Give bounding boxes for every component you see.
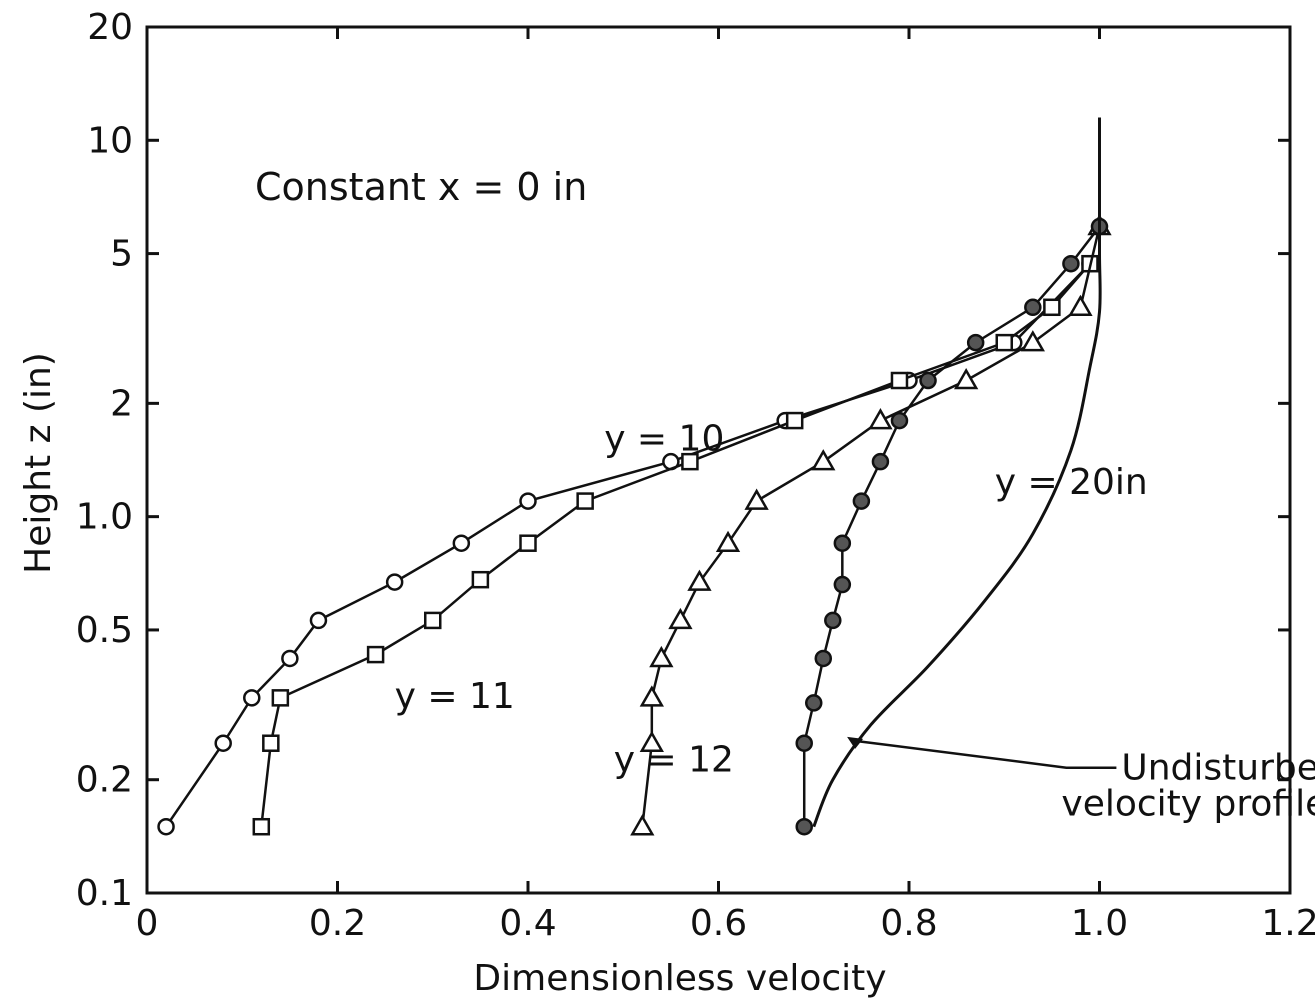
- y-tick-label: 0.1: [76, 873, 133, 914]
- y-tick-label: 2: [110, 383, 133, 424]
- x-tick-label: 0.8: [880, 903, 937, 944]
- y-tick-label: 0.5: [76, 610, 133, 651]
- data-point-triangle: [639, 730, 664, 752]
- data-point-triangle: [687, 569, 712, 591]
- data-point-triangle: [649, 645, 674, 668]
- data-point-square: [252, 817, 271, 836]
- data-point-filled-circle: [1062, 254, 1080, 273]
- series-group: [157, 117, 1112, 836]
- series-label: y = 20in: [995, 462, 1148, 503]
- tick-labels: 0 0.2 0.4 0.6 0.8 1.0 1.2 0.1 0.2 0.5 1.0 2 5 10 20: [76, 7, 1315, 944]
- callout-text: Undisturbed: [1121, 748, 1315, 789]
- data-point-triangle: [953, 367, 979, 390]
- y-tick-label: 10: [87, 120, 133, 161]
- callout-arrowhead: [847, 736, 864, 749]
- data-point-triangle: [811, 449, 836, 471]
- series-label: y = 12: [614, 740, 734, 781]
- data-point-square: [519, 534, 537, 552]
- data-point-square: [995, 333, 1013, 352]
- data-point-triangle: [1020, 330, 1045, 352]
- x-tick-label: 0.2: [309, 903, 366, 944]
- series-reference-curve: [812, 117, 1102, 828]
- data-point-circle: [157, 817, 175, 836]
- data-point-circle: [519, 492, 537, 510]
- data-point-square: [271, 689, 290, 707]
- data-point-filled-circle: [795, 817, 813, 836]
- data-point-filled-circle: [814, 649, 833, 668]
- data-point-square: [424, 611, 442, 630]
- y-tick-label: 20: [87, 7, 133, 48]
- data-point-triangle: [668, 607, 693, 630]
- data-point-square: [1043, 298, 1061, 317]
- data-point-square: [681, 452, 699, 471]
- series-line: [641, 226, 1101, 827]
- data-point-circle: [309, 611, 328, 630]
- data-point-triangle: [1068, 294, 1093, 317]
- series-line: [260, 262, 1091, 827]
- x-tick-label: 0.4: [499, 903, 556, 944]
- data-point-filled-circle: [1024, 298, 1042, 317]
- y-tick-label: 1.0: [76, 497, 133, 538]
- data-point-square: [576, 492, 594, 510]
- data-point-circle: [452, 534, 471, 552]
- y-axis-title: Height z (in): [18, 352, 59, 574]
- data-point-filled-circle: [824, 611, 842, 630]
- data-point-filled-circle: [919, 371, 937, 390]
- data-point-filled-circle: [852, 492, 871, 510]
- y-tick-label: 5: [110, 234, 133, 275]
- callout-text: velocity profile: [1061, 784, 1315, 825]
- data-point-circle: [214, 734, 232, 752]
- data-point-filled-circle: [966, 333, 985, 352]
- series-label: y = 11: [395, 676, 515, 717]
- data-point-filled-circle: [795, 734, 813, 752]
- data-point-circle: [385, 573, 404, 591]
- series-triangle: [630, 214, 1112, 836]
- x-axis-title: Dimensionless velocity: [473, 958, 886, 999]
- x-tick-label: 0: [136, 903, 159, 944]
- data-point-filled-circle: [833, 534, 852, 552]
- data-point-circle: [243, 689, 261, 707]
- data-point-square: [890, 371, 909, 390]
- data-point-square: [366, 645, 385, 664]
- data-point-triangle: [744, 488, 769, 510]
- data-point-triangle: [639, 685, 664, 707]
- data-point-square: [262, 734, 280, 752]
- series-label: y = 10: [604, 418, 724, 459]
- data-point-filled-circle: [833, 575, 852, 594]
- x-tick-label: 1.2: [1261, 903, 1315, 944]
- data-point-square: [471, 570, 490, 589]
- x-tick-label: 1.0: [1071, 903, 1128, 944]
- series-line: [802, 225, 1101, 827]
- data-point-triangle: [868, 408, 893, 430]
- undisturbed-profile-line: [812, 117, 1102, 828]
- data-point-circle: [281, 649, 299, 668]
- x-tick-label: 0.6: [690, 903, 747, 944]
- series-filled-circle: [795, 217, 1109, 836]
- data-point-filled-circle: [805, 694, 823, 712]
- y-tick-label: 0.2: [76, 760, 133, 801]
- tick-marks: [145, 25, 1292, 895]
- callout-leader-line: [854, 739, 1117, 769]
- chart-annotation: Constant x = 0 in: [255, 165, 587, 209]
- data-point-triangle: [715, 530, 741, 552]
- data-point-square: [785, 411, 804, 430]
- data-point-filled-circle: [890, 411, 909, 430]
- data-point-triangle: [630, 814, 655, 836]
- series-square: [252, 254, 1099, 836]
- chart-text: Constant x = 0 in Dimensionless velocity…: [18, 165, 1315, 999]
- data-point-filled-circle: [871, 452, 890, 471]
